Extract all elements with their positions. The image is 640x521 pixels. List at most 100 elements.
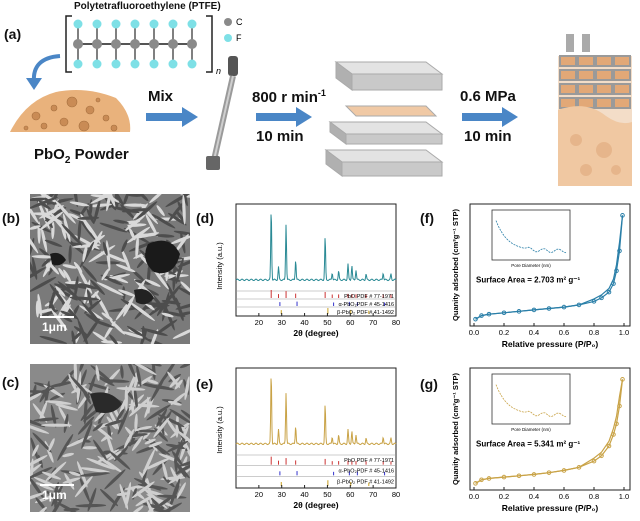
data-point — [473, 316, 478, 322]
sem-flake — [155, 234, 175, 238]
isotherm-chart-f: Pore Diameter (nm) Surface Area = 2.703 m… — [451, 203, 631, 349]
powder-label: PbO2 Powder — [34, 146, 129, 166]
sem-flake — [77, 216, 100, 220]
data-point — [611, 432, 616, 437]
sem-flake — [140, 327, 168, 336]
sem-flake — [166, 418, 178, 435]
x-tick-label: 0.4 — [529, 492, 539, 501]
sem-flake — [158, 502, 183, 512]
data-point — [576, 465, 582, 470]
sem-flake — [95, 365, 100, 381]
x-tick-label: 0.6 — [559, 328, 569, 337]
arrow-pressure-icon — [462, 107, 518, 127]
panel-label-d: (d) — [196, 210, 214, 226]
sem-flake — [127, 433, 148, 438]
data-point — [611, 281, 616, 286]
sem-flake — [104, 276, 123, 286]
sem-flake — [70, 375, 91, 398]
x-tick-label: 30 — [278, 318, 286, 327]
sem-flake — [42, 257, 55, 278]
sem-flake — [96, 282, 124, 296]
sem-flake — [109, 334, 119, 344]
data-point — [591, 299, 597, 304]
data-point — [473, 481, 478, 486]
sem-flake — [56, 502, 80, 512]
sem-flake — [146, 499, 158, 512]
data-point — [606, 289, 612, 295]
sem-flake — [30, 423, 50, 434]
sem-flake — [103, 379, 130, 383]
sem-flake — [62, 264, 77, 269]
sem-flake — [176, 482, 186, 499]
sem-flake — [73, 261, 83, 273]
sem-flake — [78, 283, 98, 290]
x-tick-label: 1.0 — [619, 328, 629, 337]
sem-flake — [178, 459, 190, 467]
sem-flake — [90, 279, 105, 295]
sem-flake — [67, 283, 92, 290]
sem-flake — [57, 281, 82, 302]
sem-flake — [175, 302, 190, 310]
sem-flake — [71, 330, 76, 344]
sem-flake — [80, 402, 95, 421]
x-tick-label: 0.8 — [589, 492, 599, 501]
ref-label-1: PbO PDF # 77-1971 — [344, 458, 394, 464]
sem-flake — [106, 194, 113, 212]
sem-flake — [30, 437, 39, 460]
sem-flake — [149, 329, 159, 344]
sem-flake — [30, 255, 36, 277]
scale-text-b: 1μm — [42, 320, 67, 334]
data-point — [591, 458, 597, 464]
sem-flake — [127, 226, 151, 244]
sem-flake — [39, 335, 68, 344]
sem-flake — [102, 241, 108, 256]
sem-flake — [129, 301, 155, 321]
speed-label: 800 r min-1 — [252, 88, 326, 106]
scale-bar-c — [40, 484, 74, 486]
sem-flake — [118, 289, 136, 297]
sem-flake — [142, 457, 171, 471]
time1-label: 10 min — [256, 128, 304, 145]
sem-flake — [101, 312, 113, 321]
sem-flake — [41, 423, 72, 427]
sem-flake — [177, 257, 190, 268]
ref-label-2: α-PbO₂PDF # 45-1416 — [339, 469, 394, 475]
sem-flake — [30, 463, 42, 481]
sem-flake — [99, 488, 119, 507]
mix-label: Mix — [148, 88, 174, 105]
fluorine-atom — [130, 59, 140, 69]
sem-flake — [128, 396, 151, 417]
sem-flake — [106, 240, 111, 271]
x-tick-label: 50 — [323, 490, 331, 499]
sem-flake — [148, 364, 162, 367]
sem-flake — [125, 364, 136, 378]
sem-flake — [51, 309, 68, 331]
sem-flake — [150, 496, 163, 512]
sem-flake — [61, 223, 83, 246]
sem-flake — [31, 221, 52, 233]
sem-flake — [104, 469, 126, 490]
sem-flake — [39, 400, 48, 423]
sem-flake — [139, 254, 149, 265]
sem-flake — [156, 205, 165, 217]
sem-flake — [145, 302, 170, 307]
sem-flake — [81, 446, 98, 450]
sem-flake — [31, 255, 56, 259]
data-point — [614, 268, 619, 274]
sem-flake — [35, 300, 40, 318]
sem-flake — [94, 194, 120, 203]
x-tick-label: 0.4 — [529, 328, 539, 337]
sem-flake — [131, 481, 155, 499]
inset-frame — [491, 373, 571, 425]
sem-flake — [137, 194, 149, 202]
sem-flake — [133, 386, 138, 410]
data-point — [516, 309, 522, 314]
xrd-pattern — [235, 378, 397, 446]
sem-flake — [151, 214, 176, 229]
data-point — [501, 474, 507, 480]
panel-label-e: (e) — [196, 376, 214, 392]
data-point — [486, 311, 492, 317]
sem-flake — [75, 503, 107, 508]
sem-flake — [57, 433, 74, 461]
x-tick-label: 1.0 — [619, 492, 629, 501]
